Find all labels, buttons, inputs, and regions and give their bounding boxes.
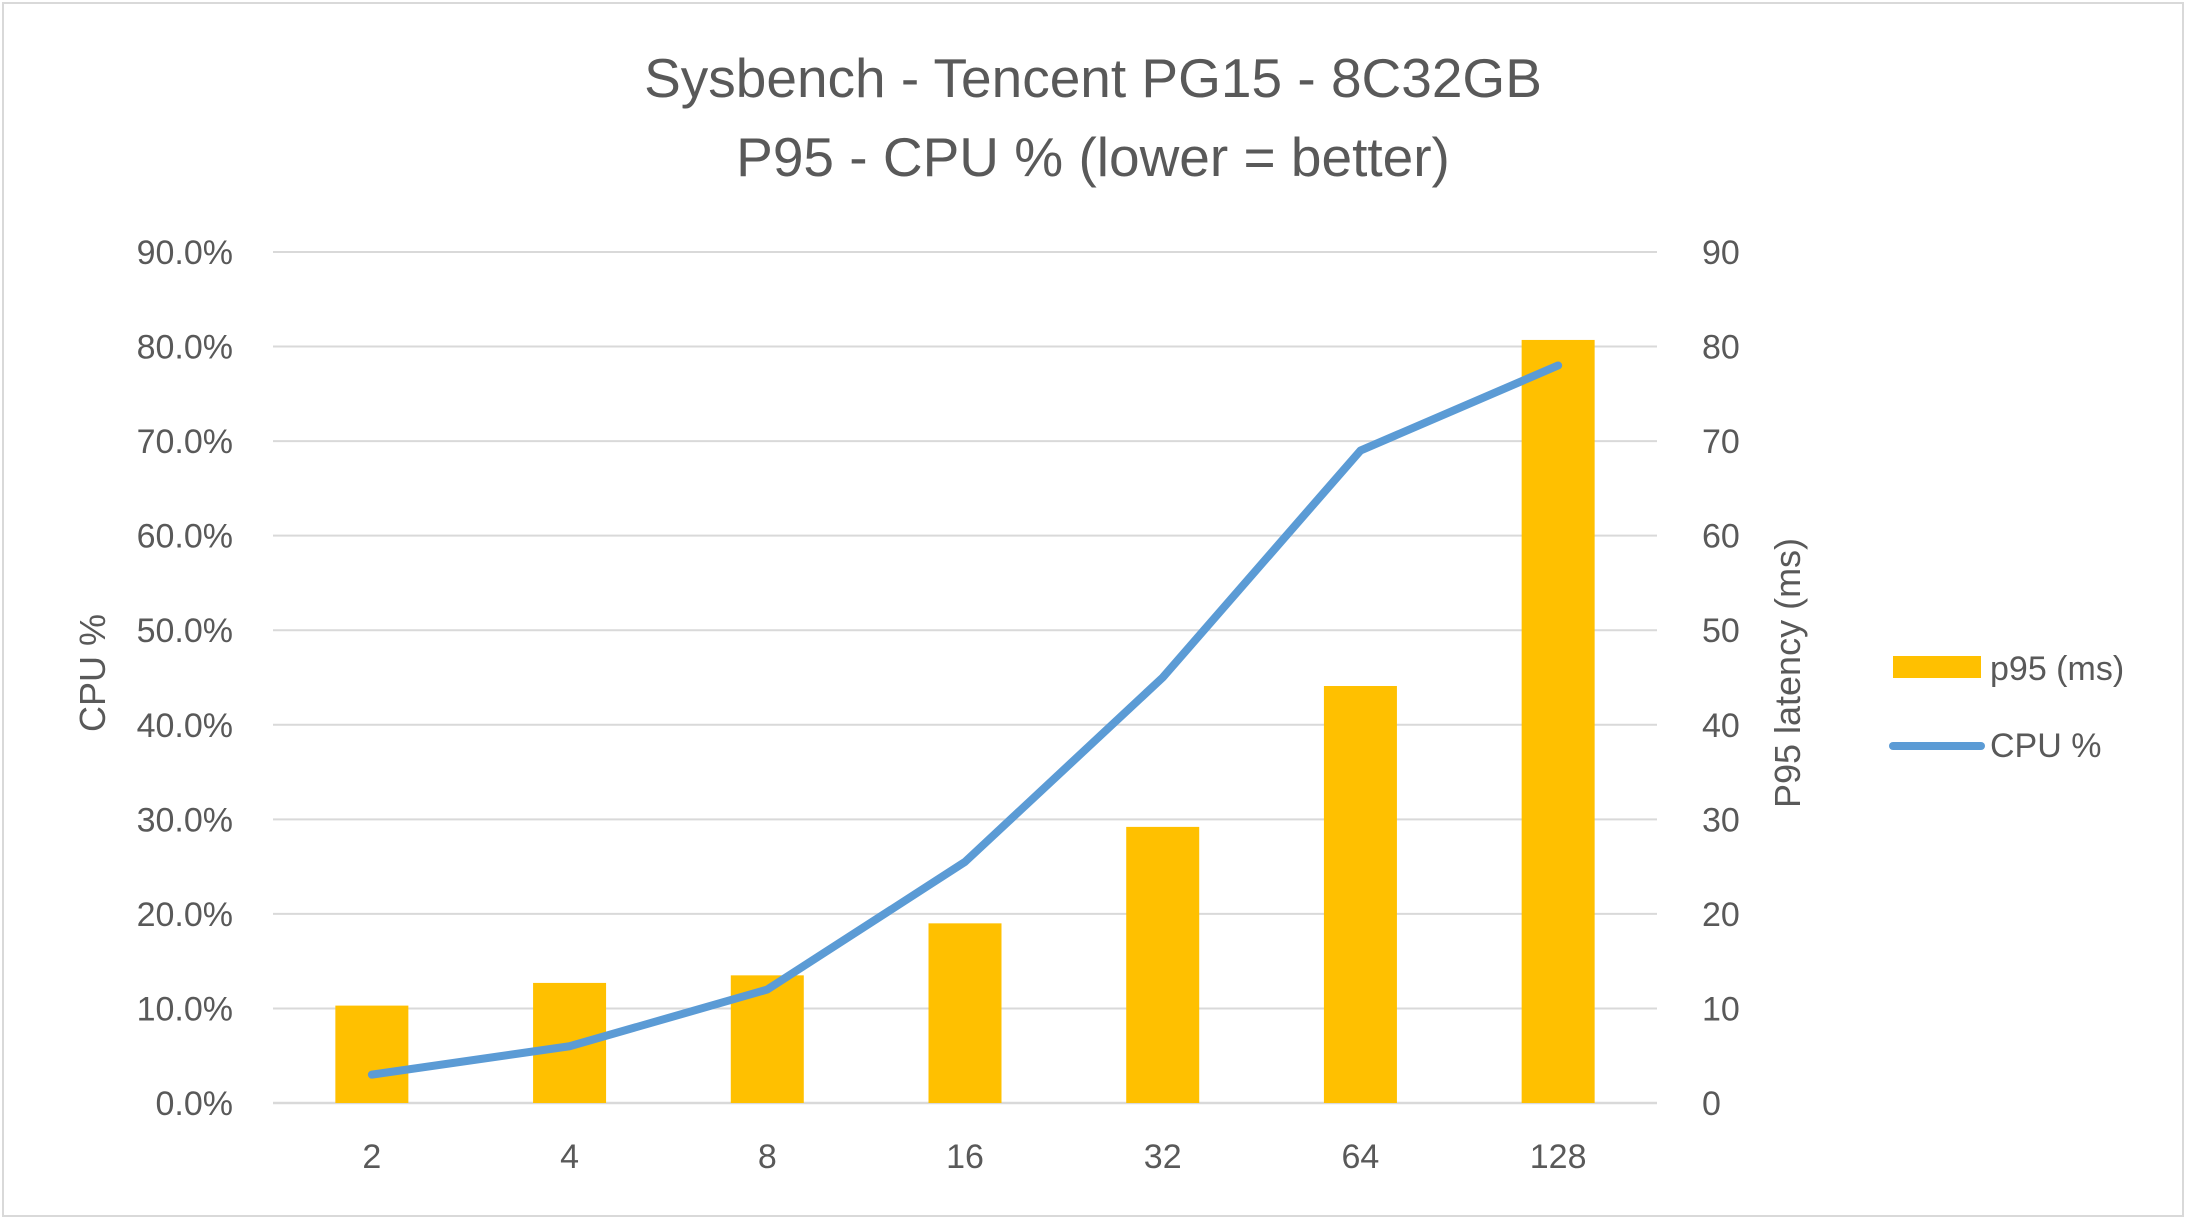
y-tick-label: 10.0% xyxy=(137,990,233,1028)
y-tick-label: 80.0% xyxy=(137,329,233,367)
legend-label-cpu: CPU % xyxy=(1990,727,2101,765)
y2-tick-label: 80 xyxy=(1702,329,1740,367)
x-tick-label: 2 xyxy=(362,1138,381,1176)
x-tick-label: 64 xyxy=(1342,1138,1380,1176)
x-tick-label: 32 xyxy=(1144,1138,1182,1176)
bar-p95-16 xyxy=(929,923,1002,1103)
bar-p95-32 xyxy=(1126,827,1199,1103)
x-tick-label: 128 xyxy=(1530,1138,1587,1176)
y-tick-label: 60.0% xyxy=(137,518,233,556)
y2-axis-label: P95 latency (ms) xyxy=(1767,538,1808,808)
y2-tick-label: 10 xyxy=(1702,990,1740,1028)
y-tick-label: 70.0% xyxy=(137,423,233,461)
bar-p95-64 xyxy=(1324,686,1397,1103)
y-tick-label: 90.0% xyxy=(137,234,233,272)
y2-tick-label: 50 xyxy=(1702,612,1740,650)
legend-swatch-p95 xyxy=(1893,656,1981,678)
y2-tick-label: 30 xyxy=(1702,801,1740,839)
x-tick-label: 4 xyxy=(560,1138,579,1176)
y-tick-label: 20.0% xyxy=(137,896,233,934)
y-tick-label: 40.0% xyxy=(137,707,233,745)
y2-tick-label: 20 xyxy=(1702,896,1740,934)
x-tick-label: 8 xyxy=(758,1138,777,1176)
bar-p95-2 xyxy=(335,1006,408,1103)
y-axis-label: CPU % xyxy=(72,614,113,732)
y-tick-label: 30.0% xyxy=(137,801,233,839)
y-tick-label: 50.0% xyxy=(137,612,233,650)
y2-tick-label: 40 xyxy=(1702,707,1740,745)
y2-tick-label: 90 xyxy=(1702,234,1740,272)
y2-tick-label: 0 xyxy=(1702,1085,1721,1123)
chart-title-line-1: Sysbench - Tencent PG15 - 8C32GB xyxy=(644,47,1542,109)
legend-label-p95: p95 (ms) xyxy=(1990,650,2124,688)
y-tick-label: 0.0% xyxy=(156,1085,234,1123)
chart-title-line-2: P95 - CPU % (lower = better) xyxy=(736,126,1450,188)
x-tick-label: 16 xyxy=(946,1138,984,1176)
y2-tick-label: 60 xyxy=(1702,518,1740,556)
bar-p95-128 xyxy=(1522,340,1595,1103)
y2-tick-label: 70 xyxy=(1702,423,1740,461)
